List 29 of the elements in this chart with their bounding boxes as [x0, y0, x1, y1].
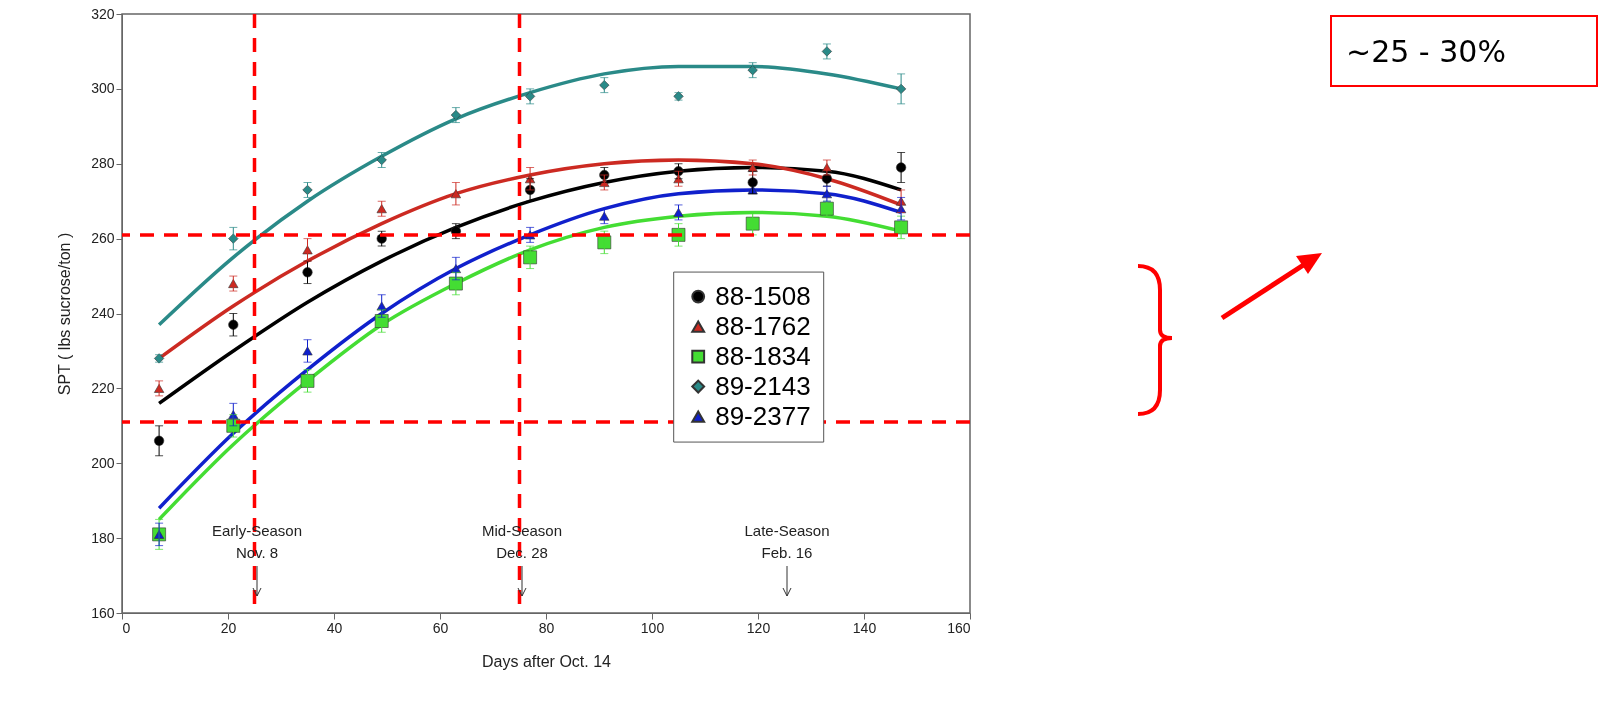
annotation: Mid-Season Dec. 28: [480, 521, 563, 563]
x-tick-label: 60: [432, 619, 449, 636]
legend-label: 89-2143: [715, 370, 811, 401]
x-tick-label: 80: [538, 619, 555, 636]
annotation: Early-Season Nov. 8: [210, 521, 303, 563]
y-tick-label: 180: [91, 529, 115, 546]
y-tick-label: 160: [91, 604, 115, 621]
x-tick-label: 40: [326, 619, 343, 636]
y-tick-label: 200: [91, 454, 115, 471]
y-tick-label: 280: [91, 155, 115, 172]
x-tick-label: 160: [947, 619, 971, 636]
legend-label: 89-2377: [715, 400, 811, 431]
y-tick-label: 260: [91, 230, 115, 247]
legend-label: 88-1762: [715, 310, 811, 341]
y-tick-label: 240: [91, 305, 115, 321]
x-axis-title: Days after Oct. 14: [482, 652, 612, 670]
y-tick-label: 300: [91, 80, 115, 97]
legend-label: 88-1508: [715, 280, 811, 311]
y-tick-label: 320: [91, 5, 115, 22]
y-axis-title: SPT ( lbs sucrose/ton ): [56, 232, 74, 396]
x-tick-label: 140: [852, 619, 877, 636]
x-tick-label: 120: [746, 619, 771, 636]
annotation: Late-Season Feb. 16: [743, 521, 831, 563]
x-tick-label: 20: [220, 619, 237, 636]
text: ~25 - 30%: [1330, 15, 1598, 87]
legend-label: 88-1834: [715, 340, 811, 371]
x-tick-label: 100: [640, 619, 665, 636]
x-tick-label: 0: [122, 619, 131, 636]
y-tick-label: 220: [91, 379, 115, 396]
